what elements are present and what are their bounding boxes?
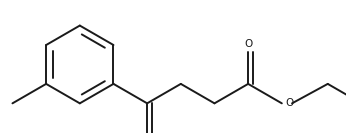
Text: O: O: [244, 39, 252, 49]
Text: O: O: [285, 98, 293, 108]
